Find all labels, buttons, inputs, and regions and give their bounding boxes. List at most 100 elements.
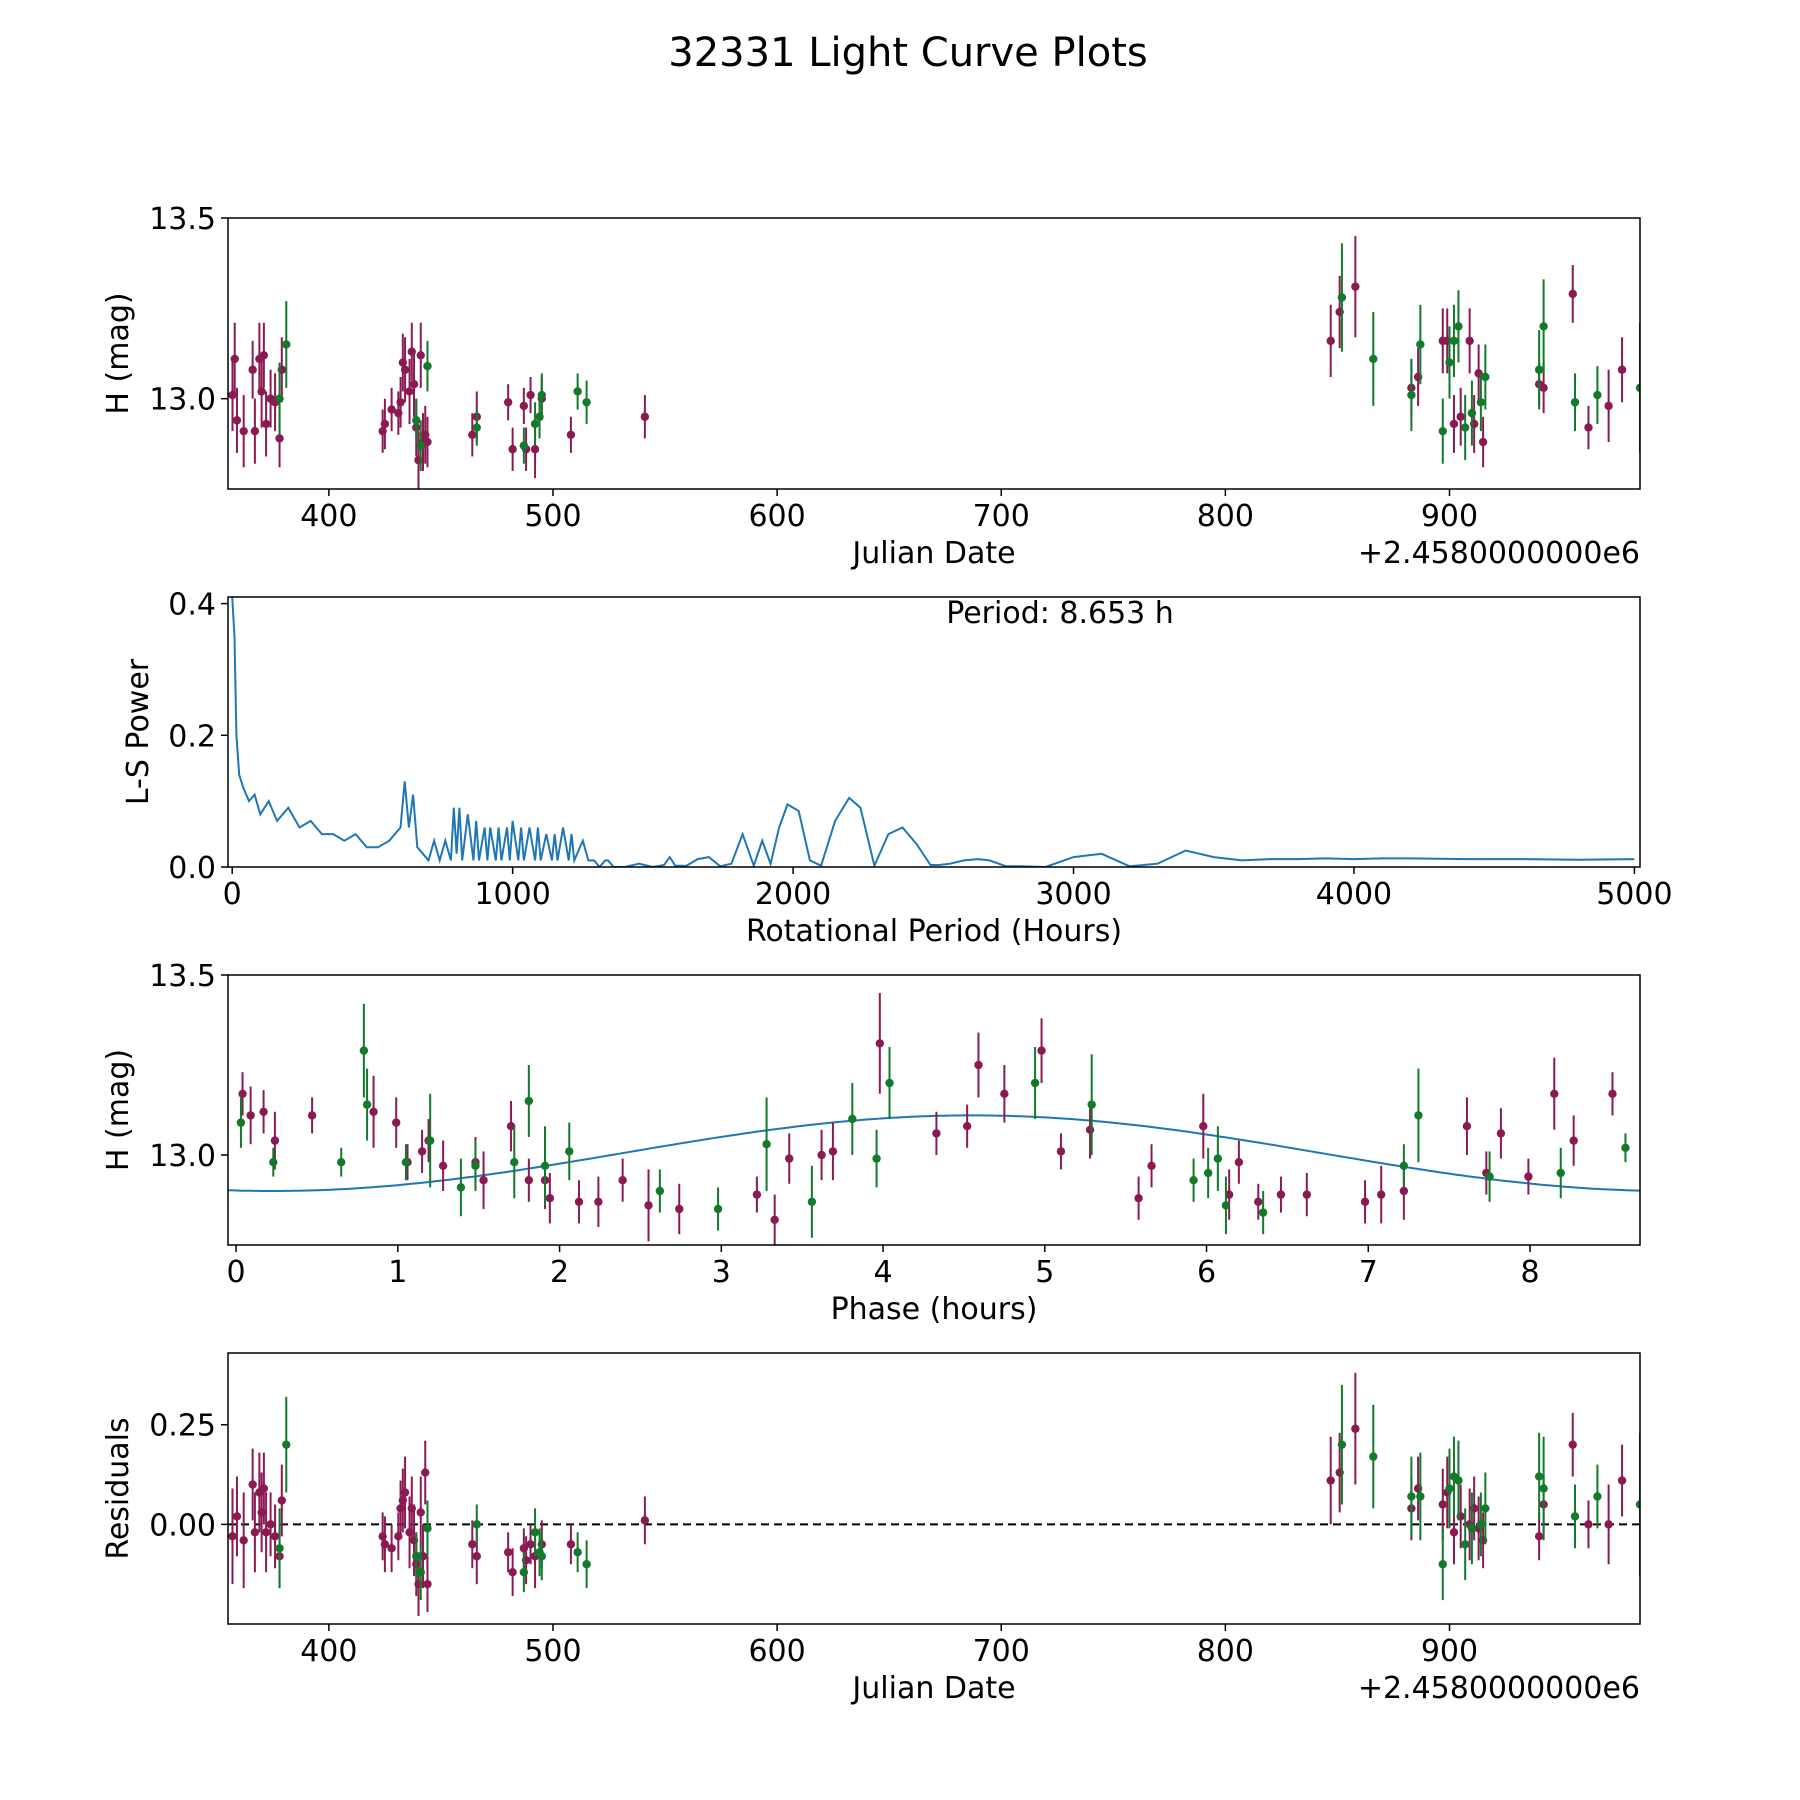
data-point — [510, 1126, 519, 1199]
data-marker — [1539, 322, 1548, 331]
data-point — [380, 1516, 390, 1573]
data-marker — [412, 1552, 421, 1561]
data-point — [1326, 304, 1335, 377]
data-point — [1399, 1144, 1409, 1188]
data-point — [1030, 1047, 1040, 1119]
data-marker — [582, 398, 591, 407]
data-marker — [566, 1540, 576, 1549]
data-point — [471, 1140, 480, 1191]
x-axis-label: Rotational Period (Hours) — [746, 914, 1122, 949]
data-point — [392, 1097, 401, 1148]
data-point — [1224, 1169, 1234, 1220]
data-marker — [1199, 1122, 1208, 1131]
data-point — [1326, 1436, 1335, 1525]
data-marker — [423, 1524, 432, 1533]
x-tick-label: 700 — [973, 499, 1030, 534]
axes-frame — [227, 596, 1641, 868]
data-marker — [248, 1480, 257, 1489]
y-axis-label: Residuals — [101, 1417, 136, 1559]
data-marker — [468, 430, 477, 439]
data-marker — [1449, 336, 1459, 346]
data-marker — [1337, 1440, 1347, 1449]
data-point — [1199, 1093, 1208, 1159]
data-marker — [1414, 1111, 1423, 1120]
data-point — [519, 387, 529, 424]
x-tick-label: 1000 — [474, 877, 550, 912]
data-point — [566, 1524, 576, 1565]
y-axis-label: H (mag) — [101, 292, 136, 414]
data-point — [1568, 1412, 1577, 1477]
data-point — [545, 1173, 555, 1224]
data-marker — [239, 426, 248, 436]
data-point — [530, 402, 540, 446]
x-tick-label: 0 — [223, 877, 242, 912]
axes-frame — [227, 217, 1641, 490]
data-marker — [246, 1111, 255, 1120]
series-red — [238, 993, 1617, 1245]
data-point — [1221, 1176, 1231, 1235]
data-point — [1476, 1492, 1486, 1557]
data-point — [1462, 1097, 1472, 1155]
data-marker — [239, 1536, 248, 1545]
data-point — [1087, 1054, 1096, 1155]
data-point — [1621, 1133, 1630, 1163]
data-marker — [574, 1197, 584, 1207]
data-point — [932, 1111, 941, 1155]
axes-frame — [227, 974, 1641, 1246]
data-marker — [261, 419, 271, 429]
x-offset-label: +2.4580000000e6 — [1358, 536, 1640, 571]
data-marker — [380, 1540, 390, 1549]
y-tick-label: 0.4 — [168, 588, 216, 623]
data-point — [503, 1532, 513, 1573]
data-point — [1465, 308, 1474, 374]
data-marker — [1213, 1154, 1223, 1163]
data-point — [675, 1183, 684, 1235]
data-marker — [400, 365, 410, 374]
data-point — [416, 1476, 425, 1549]
data-point — [1438, 398, 1447, 464]
data-point — [582, 1540, 591, 1589]
data-point — [655, 1169, 665, 1213]
data-marker — [236, 1118, 246, 1127]
y-tick-label: 13.5 — [149, 202, 216, 237]
x-tick-label: 3000 — [1035, 877, 1111, 912]
x-tick-label: 800 — [1197, 499, 1254, 534]
panel-periodogram: 0 1000 2000 3000 4000 5000 0.0 0.2 0.4 Rotational… — [121, 588, 1673, 949]
data-point — [1438, 1528, 1447, 1601]
data-point — [1056, 1133, 1066, 1170]
data-point — [1478, 416, 1488, 468]
data-marker — [1556, 1168, 1565, 1178]
data-point — [1147, 1144, 1156, 1188]
data-marker — [1337, 293, 1347, 302]
data-point — [1617, 337, 1627, 403]
data-marker — [537, 390, 546, 400]
x-tick-label: 900 — [1421, 1634, 1478, 1669]
data-point — [503, 384, 513, 421]
data-marker — [412, 416, 421, 425]
data-marker — [282, 340, 291, 349]
data-point — [275, 362, 284, 435]
data-marker — [1460, 1540, 1470, 1549]
data-point — [713, 1187, 723, 1231]
data-point — [582, 380, 591, 424]
data-marker — [250, 1528, 260, 1537]
data-point — [239, 395, 248, 468]
data-marker — [1524, 1172, 1533, 1181]
data-point — [1460, 1508, 1470, 1581]
data-marker — [848, 1114, 857, 1124]
data-marker — [1456, 412, 1465, 421]
data-marker — [417, 1147, 427, 1156]
data-point — [974, 1032, 983, 1098]
data-point — [537, 1532, 546, 1581]
x-tick-label: 2 — [550, 1255, 569, 1290]
data-marker — [1467, 1524, 1477, 1533]
x-tick-label: 900 — [1421, 499, 1478, 534]
data-marker — [1449, 419, 1459, 429]
figure-title: 32331 Light Curve Plots — [668, 30, 1147, 76]
data-point — [1407, 1456, 1416, 1537]
data-marker — [508, 445, 517, 454]
x-tick-label: 800 — [1197, 1634, 1254, 1669]
data-marker — [1617, 1476, 1627, 1485]
data-marker — [530, 419, 540, 429]
data-marker — [1407, 390, 1416, 400]
